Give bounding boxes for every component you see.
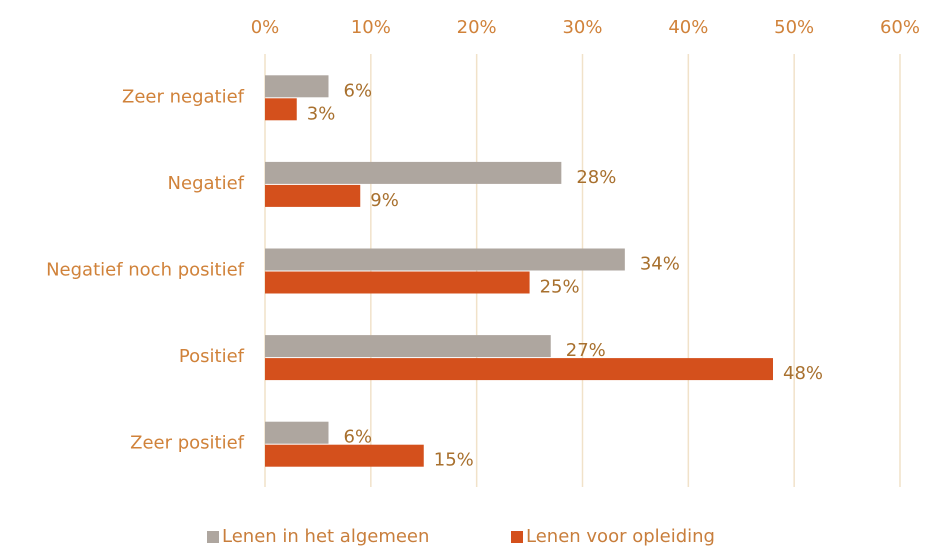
x-tick-label: 0% xyxy=(251,17,280,38)
data-label: 28% xyxy=(576,167,616,188)
data-label: 9% xyxy=(370,190,399,211)
bar xyxy=(265,184,361,207)
bar xyxy=(265,75,329,98)
x-tick-label: 30% xyxy=(562,17,602,38)
bar xyxy=(265,248,625,271)
y-tick-label: Zeer negatief xyxy=(122,86,245,107)
bar xyxy=(265,98,297,121)
data-label: 6% xyxy=(344,80,373,101)
bar xyxy=(265,358,773,381)
data-label: 27% xyxy=(566,340,606,361)
bar xyxy=(265,335,551,358)
data-label: 6% xyxy=(344,427,373,448)
bar xyxy=(265,444,424,467)
y-tick-label: Negatief xyxy=(168,173,245,194)
legend-label: Lenen voor opleiding xyxy=(526,526,715,547)
data-label: 15% xyxy=(434,450,474,471)
x-tick-label: 20% xyxy=(457,17,497,38)
data-label: 34% xyxy=(640,254,680,275)
legend-label: Lenen in het algemeen xyxy=(222,526,429,547)
y-tick-label: Zeer positief xyxy=(130,433,245,454)
x-tick-label: 60% xyxy=(880,17,920,38)
y-tick-label: Negatief noch positief xyxy=(46,260,245,281)
data-label: 3% xyxy=(307,103,336,124)
bar xyxy=(265,161,562,184)
y-tick-label: Positief xyxy=(179,346,245,367)
data-label: 25% xyxy=(540,277,580,298)
data-label: 48% xyxy=(783,363,823,384)
legend-swatch xyxy=(511,531,523,543)
x-tick-label: 10% xyxy=(351,17,391,38)
bar xyxy=(265,271,530,294)
bar xyxy=(265,421,329,444)
legend-swatch xyxy=(207,531,219,543)
x-tick-label: 50% xyxy=(774,17,814,38)
x-tick-label: 40% xyxy=(668,17,708,38)
